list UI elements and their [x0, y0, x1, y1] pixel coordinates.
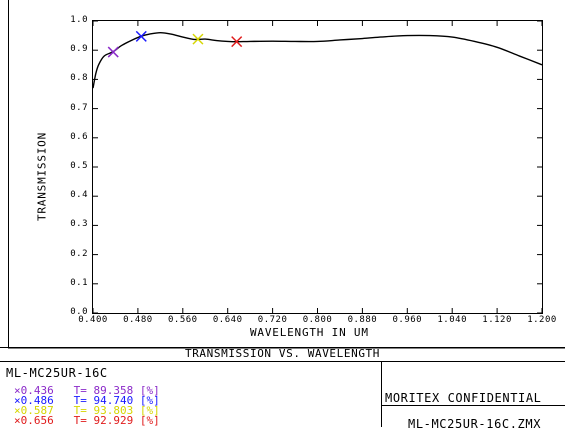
file-name: ML-MC25UR-16C.ZMX	[408, 417, 541, 431]
x-tick-label: 1.040	[436, 315, 468, 325]
confidential-label: MORITEX CONFIDENTIAL	[385, 391, 542, 405]
x-tick-label: 0.960	[391, 315, 423, 325]
page-border	[9, 0, 565, 348]
x-tick-label: 0.720	[257, 315, 289, 325]
y-tick-label: 0.2	[64, 249, 88, 259]
data-marker-2	[136, 31, 146, 41]
y-tick-label: 1.0	[64, 15, 88, 25]
y-tick-label: 0.3	[64, 219, 88, 229]
y-tick-label: 0.7	[64, 103, 88, 113]
axis-ticks	[93, 21, 542, 313]
lens-name: ML-MC25UR-16C	[6, 366, 108, 380]
y-tick-label: 0.9	[64, 44, 88, 54]
y-tick-label: 0.5	[64, 161, 88, 171]
legend-entry-4: ×0.656 T= 92.929 [%]	[14, 416, 160, 426]
series-layer	[93, 33, 542, 88]
y-tick-label: 0.8	[64, 73, 88, 83]
x-tick-label: 0.640	[212, 315, 244, 325]
x-tick-label: 1.120	[481, 315, 513, 325]
plot-area	[93, 21, 543, 314]
y-tick-label: 0.6	[64, 132, 88, 142]
x-tick-label: 0.560	[167, 315, 199, 325]
x-tick-label: 0.880	[346, 315, 378, 325]
x-tick-label: 1.200	[526, 315, 558, 325]
data-marker-1	[108, 47, 118, 57]
chart-title: TRANSMISSION VS. WAVELENGTH	[0, 347, 565, 361]
x-tick-label: 0.480	[122, 315, 154, 325]
transmission-series-line	[93, 33, 542, 88]
x-tick-label: 0.800	[302, 315, 334, 325]
y-tick-label: 0.4	[64, 190, 88, 200]
y-tick-label: 0.0	[64, 307, 88, 317]
x-axis-label: WAVELENGTH IN UM	[250, 326, 369, 339]
y-tick-label: 0.1	[64, 278, 88, 288]
y-axis-label: TRANSMISSION	[36, 127, 49, 227]
